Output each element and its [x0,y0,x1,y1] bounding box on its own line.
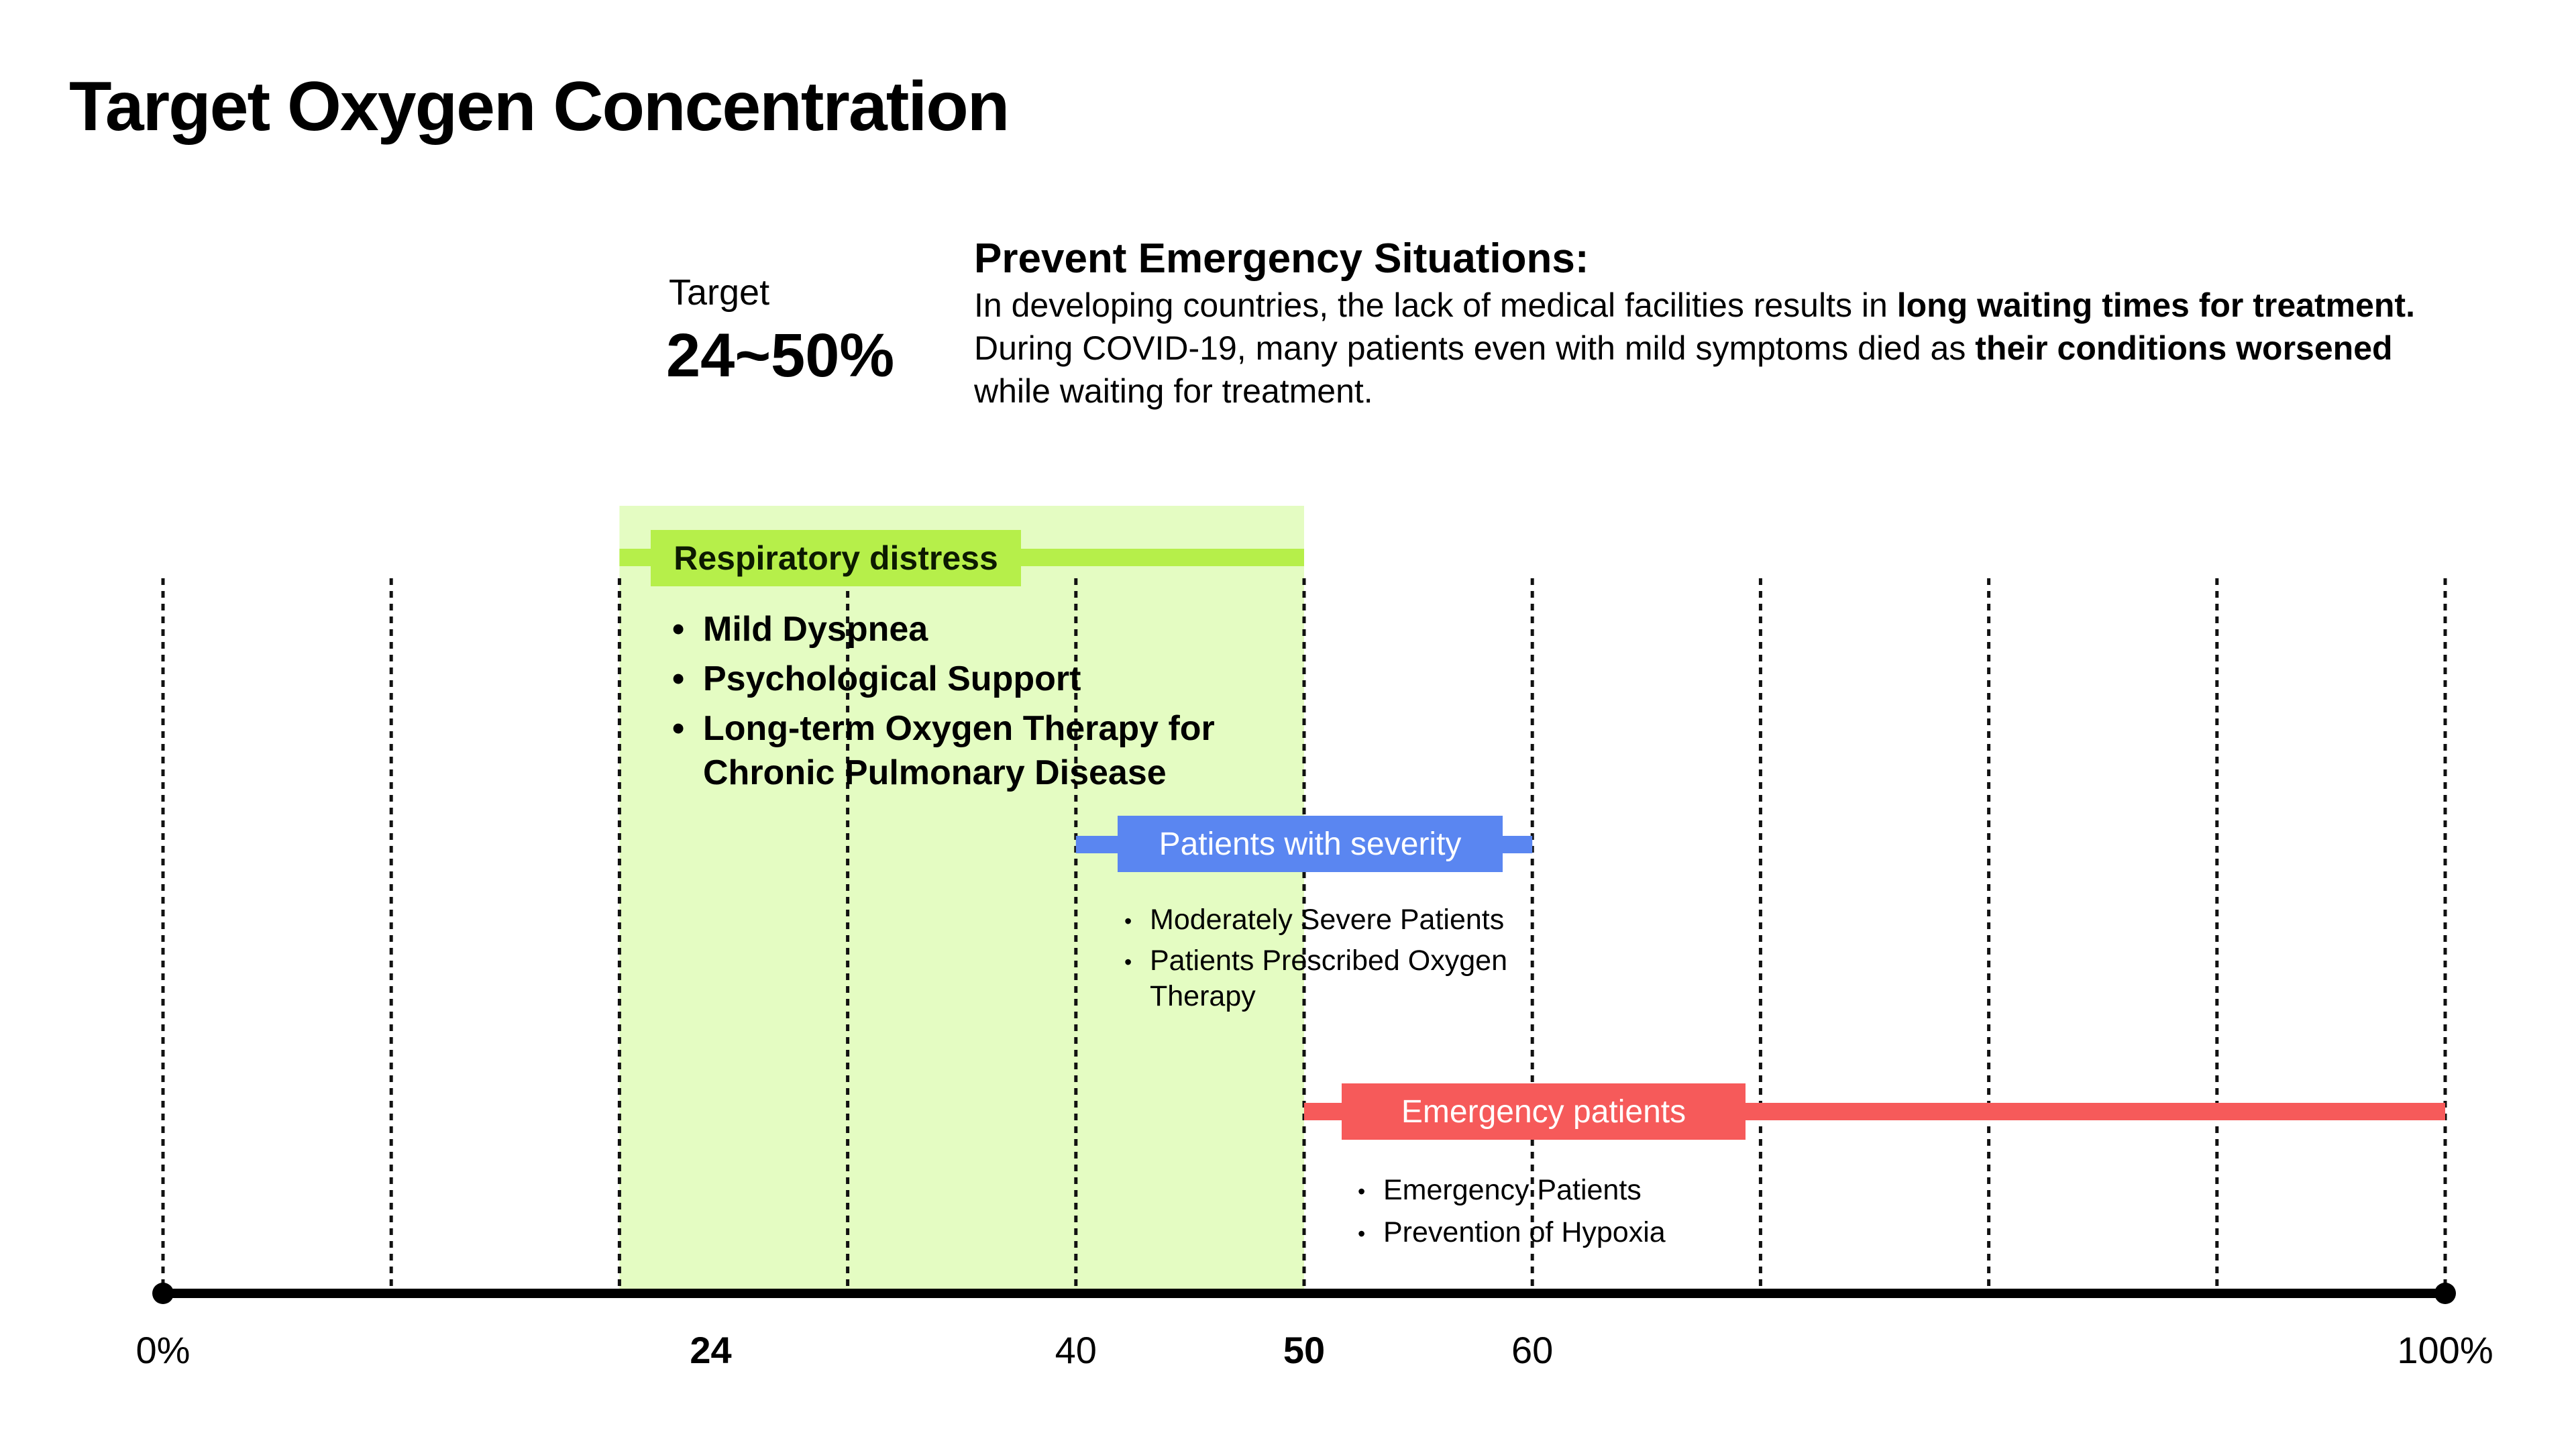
callout-line-1-text: In developing countries, the lack of med… [974,286,1897,324]
tick-label: 60 [1511,1329,1554,1371]
tick-label: 24 [690,1329,732,1371]
axis-end-dot [2434,1283,2456,1304]
respiratory-distress-label: Respiratory distress [651,530,1021,586]
axis-start-dot [152,1283,174,1304]
list-item: Prevention of Hypoxia [1355,1215,1811,1252]
emergency-patients-list: Emergency Patients Prevention of Hypoxia [1355,1173,1811,1257]
list-item: Emergency Patients [1355,1173,1811,1210]
tick-label: 50 [1283,1329,1326,1371]
emergency-patients-label: Emergency patients [1342,1083,1746,1140]
target-value: 24~50% [666,321,895,390]
patients-with-severity-label: Patients with severity [1118,816,1503,872]
callout-line-2-text: During COVID-19, many patients even with… [974,329,1976,367]
tick-label: 100% [2397,1329,2493,1371]
callout: Prevent Emergency Situations: In develop… [974,235,2557,413]
list-item: Mild Dyspnea [669,607,1300,651]
callout-line-1: In developing countries, the lack of med… [974,284,2557,327]
callout-line-3: while waiting for treatment. [974,370,2557,413]
target-label: Target [669,272,770,313]
callout-body: In developing countries, the lack of med… [974,284,2557,413]
tick-label: 0% [136,1329,191,1371]
callout-line-2: During COVID-19, many patients even with… [974,327,2557,370]
page-title: Target Oxygen Concentration [69,68,1010,146]
tick-label: 40 [1055,1329,1097,1371]
callout-line-2-emphasis: their conditions worsened [1975,329,2393,367]
respiratory-distress-list: Mild Dyspnea Psychological Support Long-… [669,607,1300,800]
callout-line-1-emphasis: long waiting times for treatment. [1896,286,2415,324]
patients-with-severity-list: Moderately Severe Patients Patients Pres… [1122,902,1578,1020]
callout-heading: Prevent Emergency Situations: [974,235,1589,282]
list-item: Long-term Oxygen Therapy for Chronic Pul… [669,706,1300,795]
list-item: Psychological Support [669,657,1300,701]
list-item: Moderately Severe Patients [1122,902,1578,939]
callout-line-3-text: while waiting for treatment. [974,372,1373,410]
list-item: Patients Prescribed Oxygen Therapy [1122,943,1578,1014]
